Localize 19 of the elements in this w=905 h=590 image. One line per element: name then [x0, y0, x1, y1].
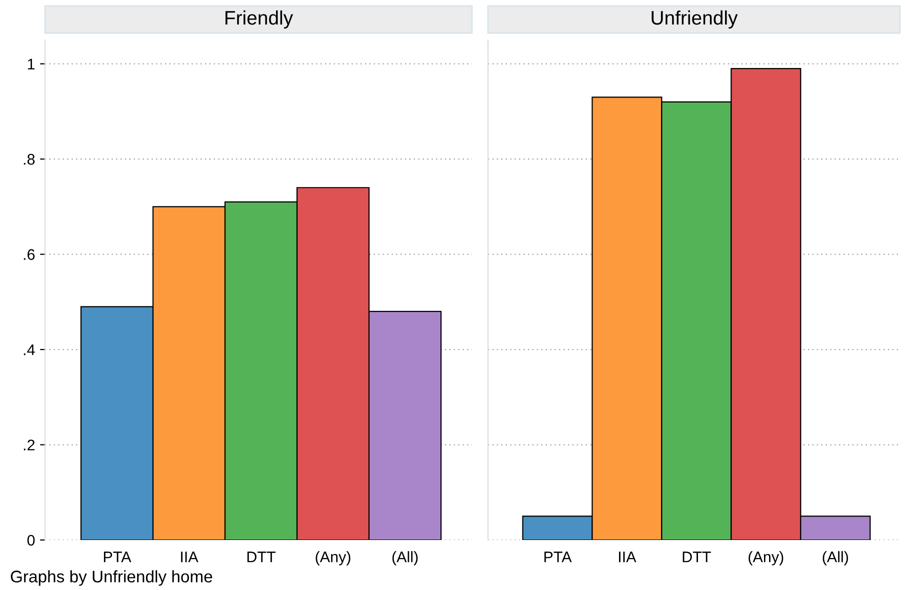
y-tick-label: .8: [24, 154, 35, 165]
chart-title: Unfriendly: [652, 10, 738, 29]
y-tick-label: .6: [24, 249, 35, 260]
x-tick-label: DTT: [682, 552, 711, 562]
x-tick-label: PTA: [104, 552, 132, 562]
y-tick-label: .2: [24, 440, 35, 450]
x-tick-label: DTT: [247, 552, 276, 562]
x-tick-label: (Any): [748, 551, 784, 566]
y-tick-label: .4: [24, 344, 35, 356]
x-tick-label: IIA: [181, 552, 198, 562]
y-tick-label: 0: [27, 534, 35, 546]
x-tick-label: PTA: [544, 552, 572, 562]
x-tick-label: (All): [392, 551, 418, 566]
x-tick-label: IIA: [619, 552, 636, 562]
x-tick-label: (Any): [316, 551, 350, 566]
x-tick-label: (All): [822, 551, 848, 566]
chart-title: Friendly: [226, 10, 294, 29]
text: Graphs by Unfriendly home: [10, 570, 212, 586]
y-tick-label: 1: [28, 58, 35, 70]
